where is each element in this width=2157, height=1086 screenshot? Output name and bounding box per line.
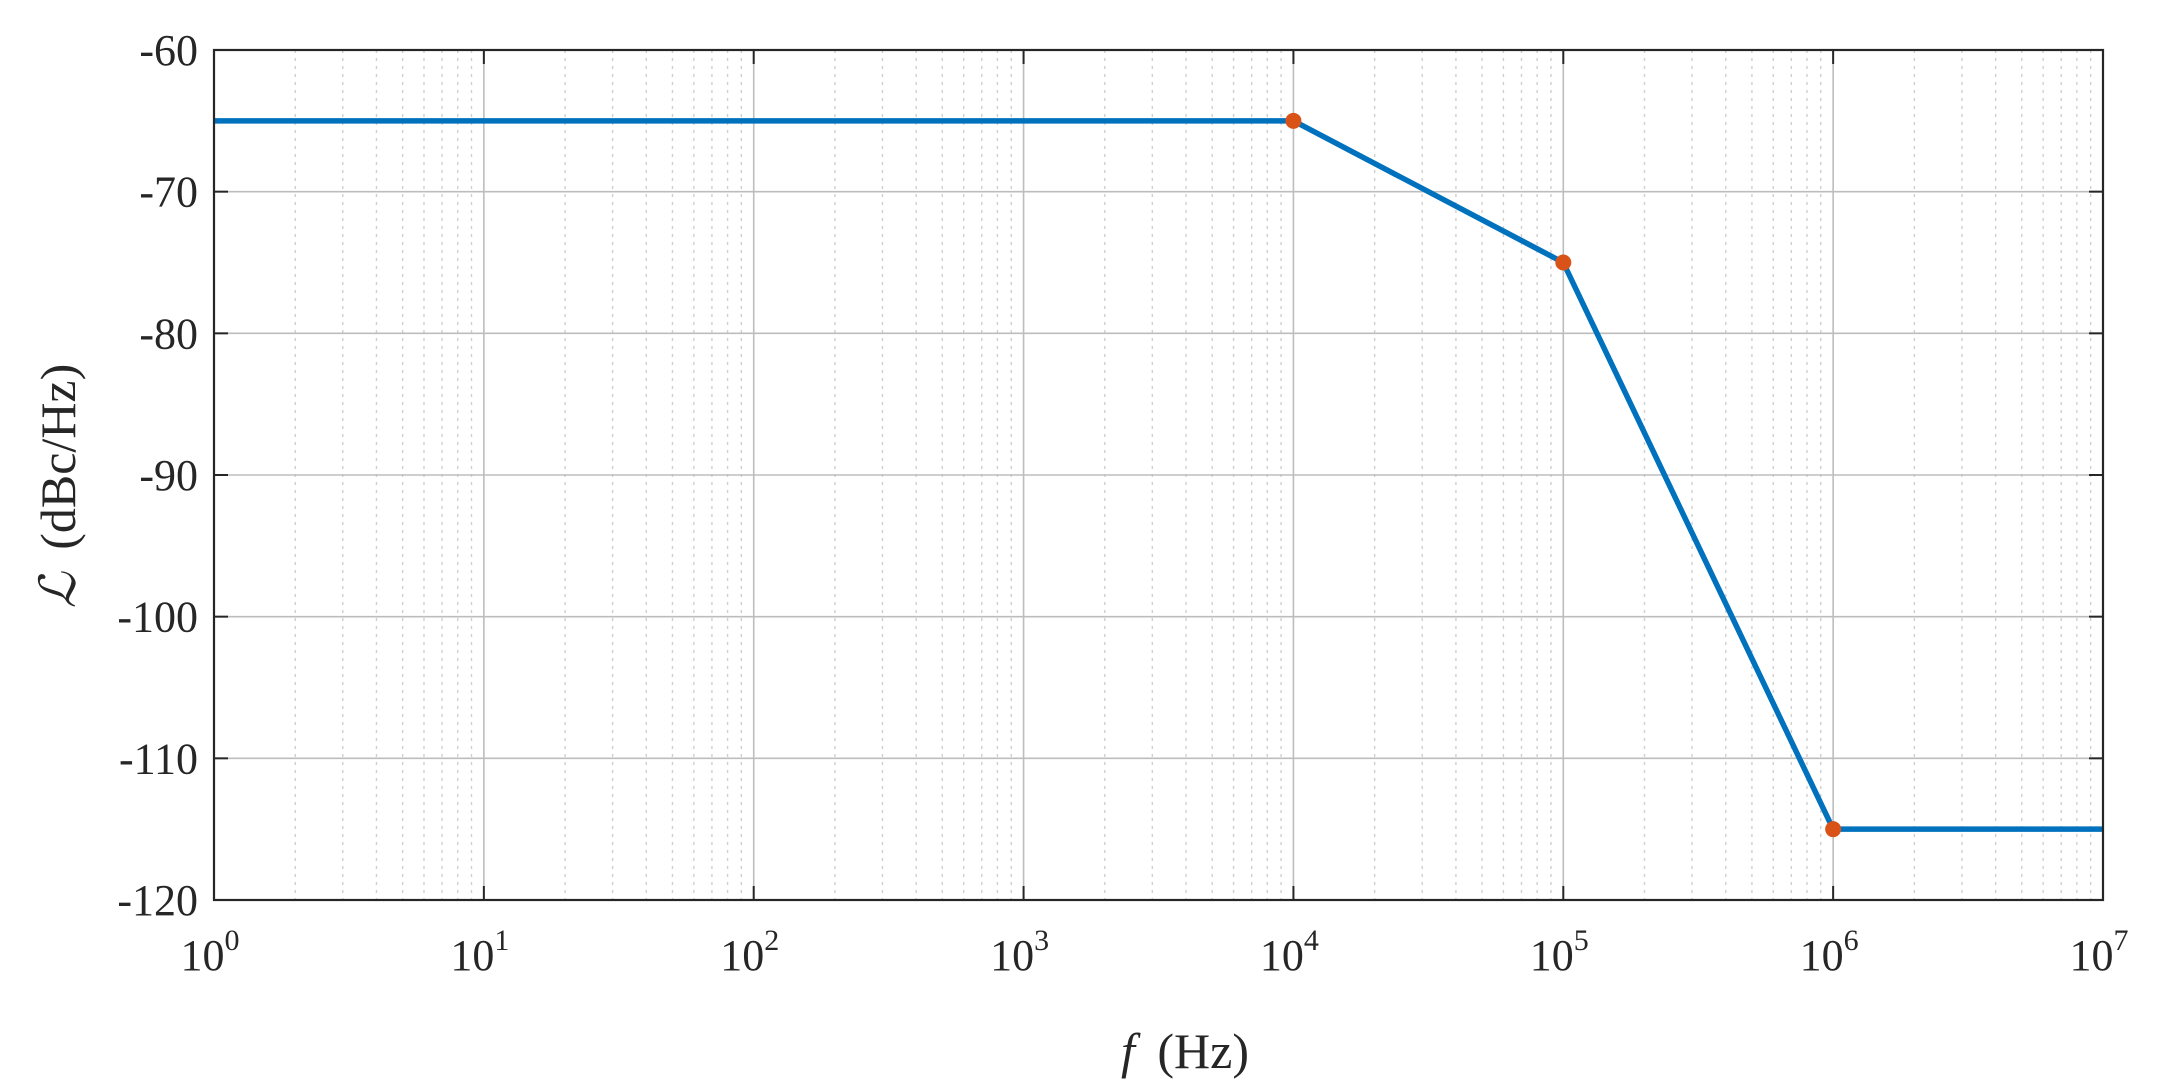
x-tick-exponent: 5 xyxy=(1574,924,1589,957)
y-tick-label: -120 xyxy=(117,876,198,925)
x-tick-label: 106 xyxy=(1800,924,1859,980)
y-tick-label: -80 xyxy=(139,309,198,358)
y-tick-label: -70 xyxy=(139,168,198,217)
x-tick-label: 103 xyxy=(990,924,1049,980)
x-tick-base: 10 xyxy=(720,931,764,980)
x-axis-unit: (Hz) xyxy=(1157,1023,1249,1079)
major-grid xyxy=(214,50,2103,900)
x-tick-label: 102 xyxy=(720,924,779,980)
x-axis-symbol: f xyxy=(1121,1023,1141,1079)
corner-point xyxy=(1555,254,1572,271)
x-tick-labels: 100 101 102 103 104 105 106 107 xyxy=(181,924,2129,980)
x-tick-label: 101 xyxy=(450,924,509,980)
y-tick-label: -60 xyxy=(139,26,198,75)
y-axis-symbol: ℒ xyxy=(30,571,86,608)
x-tick-exponent: 1 xyxy=(494,924,509,957)
x-tick-exponent: 3 xyxy=(1034,924,1049,957)
x-tick-label: 107 xyxy=(2070,924,2129,980)
y-axis-title: ℒ (dBc/Hz) xyxy=(30,364,86,609)
x-tick-exponent: 7 xyxy=(2114,924,2129,957)
y-axis-unit: (dBc/Hz) xyxy=(30,364,86,550)
marker-layer xyxy=(1285,112,1842,838)
x-tick-exponent: 0 xyxy=(225,924,240,957)
x-tick-base: 10 xyxy=(1530,931,1574,980)
x-tick-base: 10 xyxy=(2070,931,2114,980)
y-tick-label: -100 xyxy=(117,593,198,642)
corner-point xyxy=(1825,821,1842,838)
axes-box xyxy=(212,48,2105,902)
x-tick-exponent: 6 xyxy=(1844,924,1859,957)
corner-point xyxy=(1285,112,1302,129)
x-tick-base: 10 xyxy=(181,931,225,980)
x-tick-base: 10 xyxy=(1260,931,1304,980)
x-tick-base: 10 xyxy=(1800,931,1844,980)
x-tick-label: 100 xyxy=(181,924,240,980)
x-tick-label: 104 xyxy=(1260,924,1319,980)
y-tick-label: -110 xyxy=(119,734,198,783)
x-tick-exponent: 4 xyxy=(1304,924,1319,957)
x-tick-label: 105 xyxy=(1530,924,1589,980)
x-tick-base: 10 xyxy=(450,931,494,980)
y-tick-labels: -60 -70 -80 -90 -100 -110 -120 xyxy=(117,26,198,925)
x-axis-title: f (Hz) xyxy=(1121,1023,1249,1079)
x-tick-base: 10 xyxy=(990,931,1034,980)
y-tick-label: -90 xyxy=(139,451,198,500)
x-tick-exponent: 2 xyxy=(764,924,779,957)
axes-frame xyxy=(212,48,2105,902)
